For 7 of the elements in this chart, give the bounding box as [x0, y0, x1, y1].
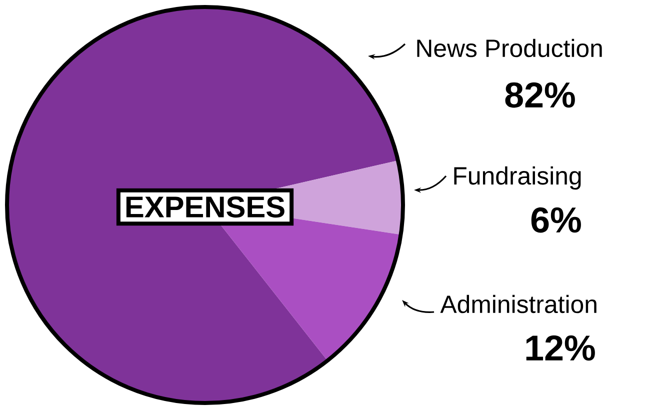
data-label: 6%	[531, 207, 581, 233]
data-label: 12%	[526, 335, 595, 361]
slice-label: Administration	[440, 294, 596, 314]
slice-label: Fundraising	[454, 166, 581, 190]
data-label: 82%	[505, 82, 575, 108]
text: EXPENSES	[126, 196, 284, 218]
slice-label: News Production	[417, 38, 602, 58]
